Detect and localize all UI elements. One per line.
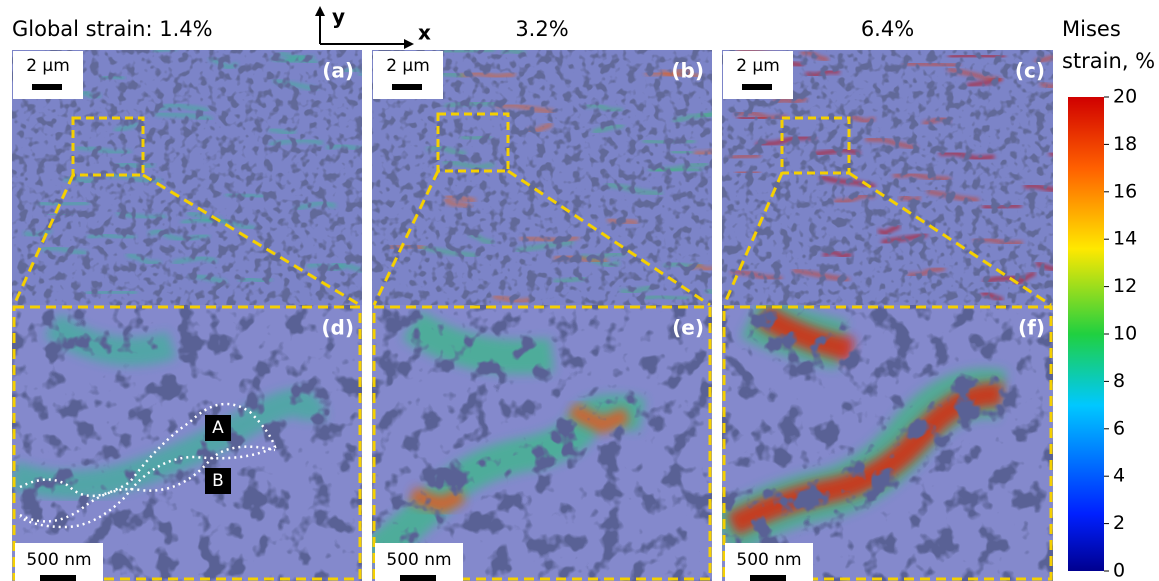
panel-label: (b) — [671, 59, 704, 83]
texture — [372, 305, 712, 581]
scale-label: 500 nm — [736, 550, 801, 570]
strain-label: Global strain: 1.4% — [12, 17, 213, 41]
scale-label: 2 µm — [26, 56, 70, 76]
colorbar-tick-label: 8 — [1113, 370, 1125, 392]
colorbar-tick-label: 20 — [1113, 86, 1137, 108]
scale-label: 2 µm — [736, 56, 780, 76]
strain-label: 6.4% — [861, 17, 914, 41]
micrograph — [12, 305, 362, 581]
region-label: A — [212, 418, 224, 438]
scale-label: 2 µm — [386, 56, 430, 76]
scale-label: 500 nm — [26, 550, 91, 570]
colorbar-title: Mises — [1062, 17, 1121, 41]
figure: (a) (d) 2 µm 500 nm Global strain: 1.4% (b) (e… — [0, 0, 1159, 581]
arrow-head — [315, 6, 325, 16]
micrograph — [722, 305, 1053, 581]
colorbar-tick-label: 10 — [1113, 323, 1137, 345]
colorbar-tick-label: 14 — [1113, 228, 1137, 250]
panel-label: (c) — [1015, 59, 1045, 83]
panel-label: (e) — [672, 316, 704, 340]
region-label: B — [212, 471, 224, 491]
micrograph — [372, 305, 712, 581]
texture — [12, 305, 362, 581]
colorbar-tick-label: 2 — [1113, 512, 1125, 534]
axis-label: x — [418, 21, 431, 45]
colorbar-tick-label: 6 — [1113, 417, 1125, 439]
texture — [722, 305, 1053, 581]
strain-label: 3.2% — [515, 17, 568, 41]
colorbar-tick-label: 0 — [1113, 560, 1125, 581]
scale-bar — [392, 84, 422, 90]
colorbar-tick-label: 18 — [1113, 133, 1137, 155]
colorbar-tick-label: 4 — [1113, 465, 1125, 487]
scale-bar — [40, 575, 76, 581]
arrow-head — [404, 39, 414, 49]
axis-label: y — [332, 5, 345, 29]
scale-bar — [32, 84, 62, 90]
scale-bar — [400, 575, 436, 581]
panel-label: (a) — [322, 59, 354, 83]
scale-bar — [750, 575, 786, 581]
panel-label: (f) — [1018, 316, 1045, 340]
colorbar-title: strain, % — [1062, 49, 1155, 73]
scale-bar — [742, 84, 772, 90]
colorbar-tick-label: 12 — [1113, 275, 1137, 297]
colorbar-tick-label: 16 — [1113, 180, 1137, 202]
scale-label: 500 nm — [386, 550, 451, 570]
colorbar — [1068, 97, 1104, 571]
panel-label: (d) — [321, 316, 354, 340]
